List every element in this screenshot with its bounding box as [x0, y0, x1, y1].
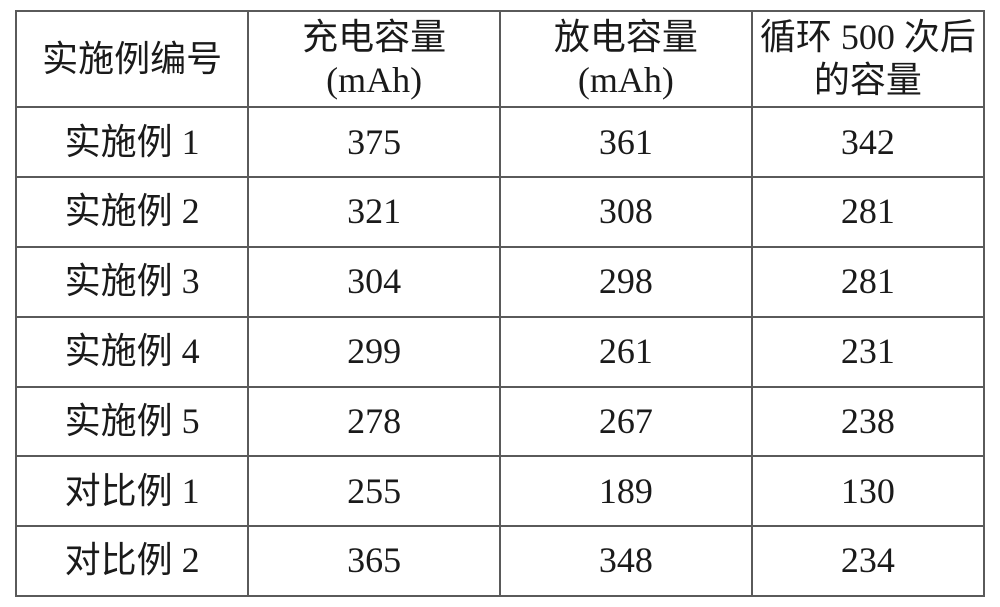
cell-charge: 304 [248, 247, 500, 317]
cell-charge: 365 [248, 526, 500, 596]
cell-discharge: 267 [500, 387, 752, 457]
data-table: 实施例编号 充电容量 (mAh) 放电容量 (mAh) 循环 500 次后 的容… [15, 10, 985, 597]
table-row: 实施例 3 304 298 281 [16, 247, 984, 317]
cell-label: 实施例 3 [16, 247, 248, 317]
cell-cycle: 281 [752, 177, 984, 247]
cell-discharge: 261 [500, 317, 752, 387]
cell-cycle: 238 [752, 387, 984, 457]
cell-discharge: 189 [500, 456, 752, 526]
cell-discharge: 308 [500, 177, 752, 247]
cell-discharge: 361 [500, 107, 752, 177]
cell-label: 实施例 2 [16, 177, 248, 247]
cell-discharge: 348 [500, 526, 752, 596]
cell-label: 实施例 4 [16, 317, 248, 387]
cell-charge: 255 [248, 456, 500, 526]
col-header-cycle-capacity: 循环 500 次后 的容量 [752, 11, 984, 107]
cell-cycle: 231 [752, 317, 984, 387]
cell-charge: 321 [248, 177, 500, 247]
cell-cycle: 130 [752, 456, 984, 526]
cell-charge: 278 [248, 387, 500, 457]
data-table-container: 实施例编号 充电容量 (mAh) 放电容量 (mAh) 循环 500 次后 的容… [0, 0, 1000, 607]
table-row: 对比例 1 255 189 130 [16, 456, 984, 526]
cell-cycle: 281 [752, 247, 984, 317]
cell-charge: 299 [248, 317, 500, 387]
table-row: 实施例 4 299 261 231 [16, 317, 984, 387]
cell-label: 对比例 1 [16, 456, 248, 526]
table-row: 实施例 1 375 361 342 [16, 107, 984, 177]
col-header-discharge-capacity: 放电容量 (mAh) [500, 11, 752, 107]
table-header-row: 实施例编号 充电容量 (mAh) 放电容量 (mAh) 循环 500 次后 的容… [16, 11, 984, 107]
cell-cycle: 234 [752, 526, 984, 596]
table-row: 实施例 2 321 308 281 [16, 177, 984, 247]
cell-discharge: 298 [500, 247, 752, 317]
cell-cycle: 342 [752, 107, 984, 177]
table-row: 实施例 5 278 267 238 [16, 387, 984, 457]
cell-label: 实施例 1 [16, 107, 248, 177]
cell-charge: 375 [248, 107, 500, 177]
col-header-example-id: 实施例编号 [16, 11, 248, 107]
cell-label: 实施例 5 [16, 387, 248, 457]
table-row: 对比例 2 365 348 234 [16, 526, 984, 596]
col-header-charge-capacity: 充电容量 (mAh) [248, 11, 500, 107]
cell-label: 对比例 2 [16, 526, 248, 596]
